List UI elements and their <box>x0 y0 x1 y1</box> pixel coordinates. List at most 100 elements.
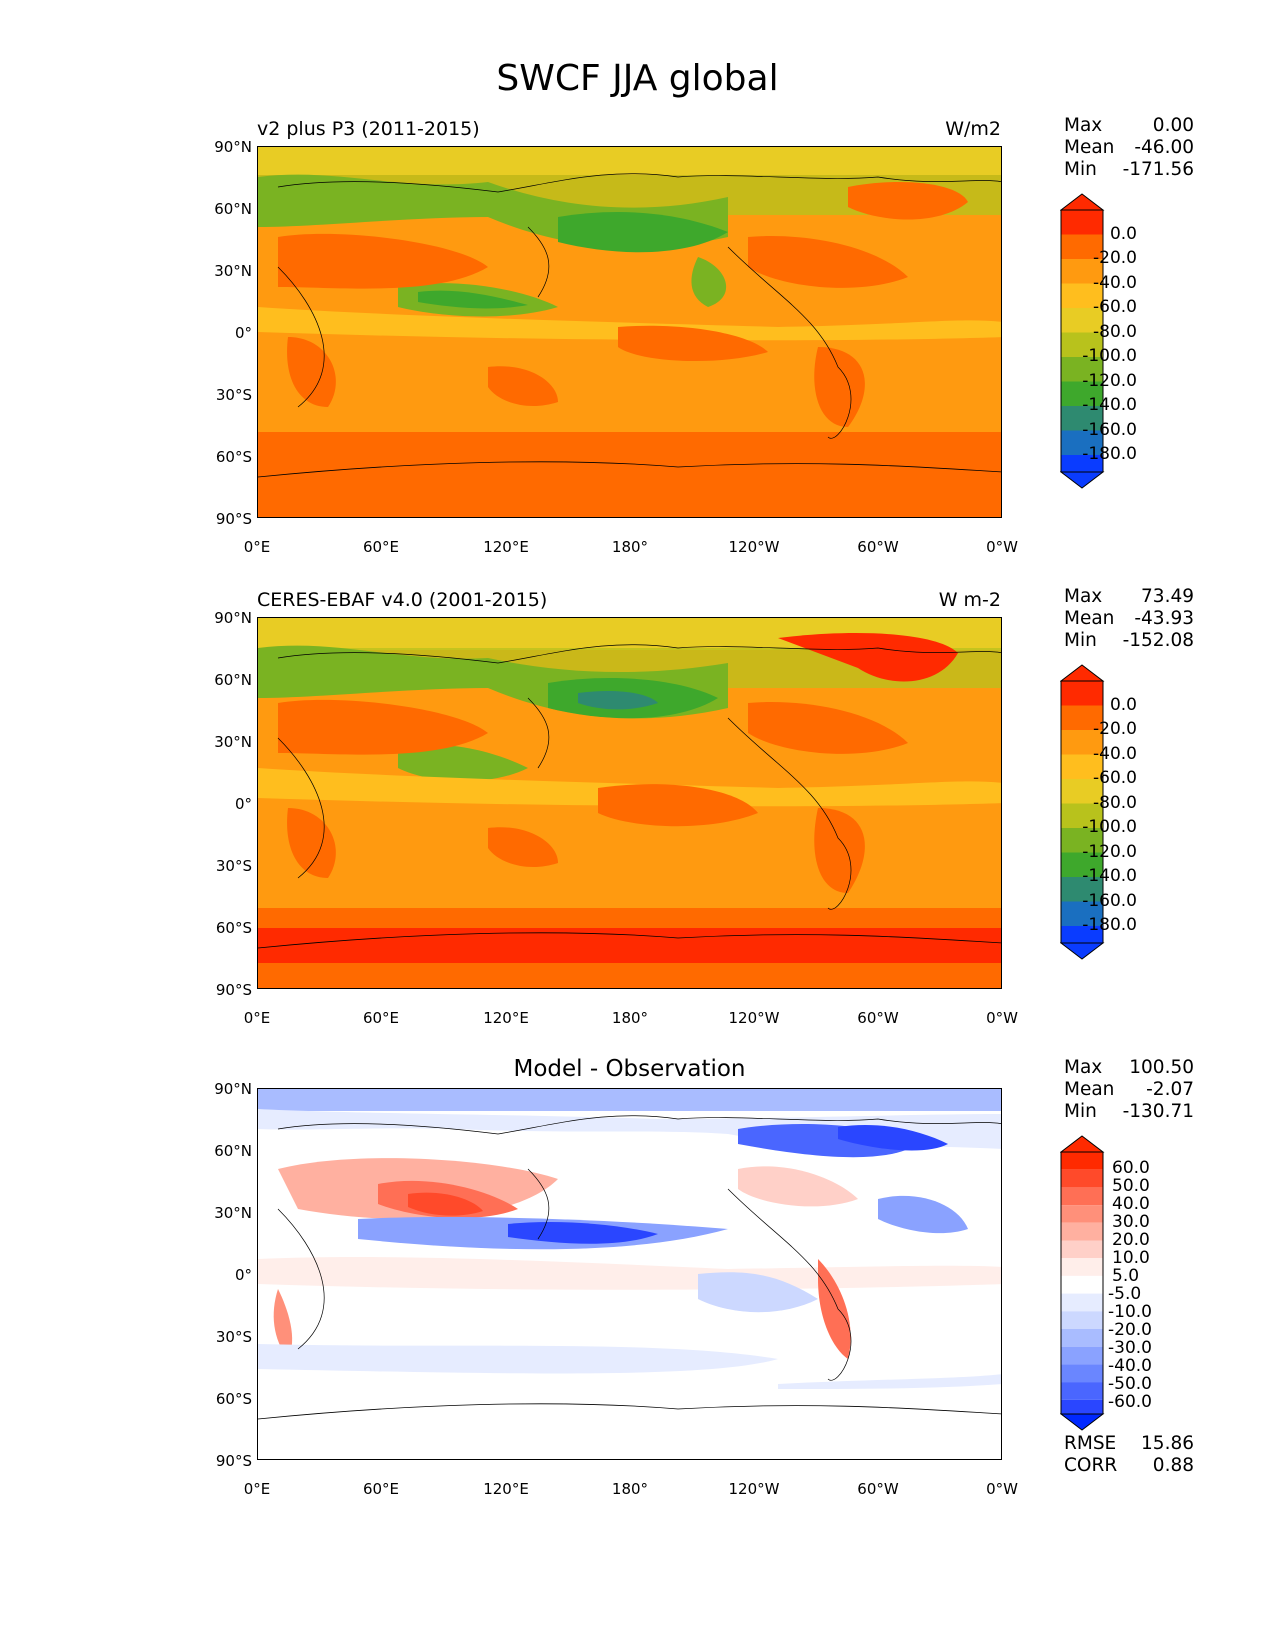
xlabel-180: 180° <box>611 538 649 556</box>
metric-label: RMSE <box>1064 1433 1117 1454</box>
ylabel-90n: 90°N <box>214 1080 252 1098</box>
stat-label: Mean <box>1064 137 1115 158</box>
metric-value: 15.86 <box>1141 1433 1194 1454</box>
ylabel-60n: 60°N <box>214 1142 252 1160</box>
colorbar-label: -100.0 <box>1082 346 1137 366</box>
colorbar-label: -60.0 <box>1093 297 1137 317</box>
stat-label: Mean <box>1064 608 1115 629</box>
stat-value: -130.71 <box>1122 1101 1194 1122</box>
xlabel-120w: 120°W <box>728 538 780 556</box>
colorbar-label: -10.0 <box>1108 1302 1152 1322</box>
colorbar-label: 10.0 <box>1112 1248 1150 1268</box>
stat-label: Min <box>1064 630 1097 651</box>
map-difference <box>257 1088 1002 1460</box>
stat-value: -46.00 <box>1134 137 1194 158</box>
ylabel-60s: 60°S <box>215 919 252 937</box>
colorbar-label: -120.0 <box>1082 842 1137 862</box>
ylabel-30s: 30°S <box>215 857 252 875</box>
xlabel-60e: 60°E <box>362 1480 400 1498</box>
colorbar-label: -30.0 <box>1108 1338 1152 1358</box>
ylabel-0: 0° <box>234 1266 252 1284</box>
stat-value: 0.00 <box>1152 115 1194 136</box>
figure-title: SWCF JJA global <box>496 58 779 99</box>
colorbar-label: 60.0 <box>1112 1158 1150 1178</box>
ylabel-60n: 60°N <box>214 200 252 218</box>
map-observation <box>257 617 1002 989</box>
ylabel-90n: 90°N <box>214 609 252 627</box>
stat-label: Max <box>1064 1057 1103 1078</box>
stat-value: 73.49 <box>1141 586 1194 607</box>
ylabel-30s: 30°S <box>215 1328 252 1346</box>
colorbar-label: -80.0 <box>1093 793 1137 813</box>
xlabel-0w: 0°W <box>986 1009 1018 1027</box>
colorbar-label: -120.0 <box>1082 371 1137 391</box>
stat-value: -2.07 <box>1146 1079 1194 1100</box>
map-model <box>257 146 1002 518</box>
ylabel-90s: 90°S <box>215 981 252 999</box>
xlabel-60e: 60°E <box>362 538 400 556</box>
panel-difference-title: Model - Observation <box>513 1056 746 1082</box>
colorbar-observation <box>1060 664 1105 960</box>
xlabel-60w: 60°W <box>857 538 899 556</box>
colorbar-label: -180.0 <box>1082 444 1137 464</box>
xlabel-0e: 0°E <box>243 538 271 556</box>
panel-difference: Model - Observation 90°N 60°N 3 <box>0 1056 1275 1530</box>
xlabel-180: 180° <box>611 1480 649 1498</box>
ylabel-30n: 30°N <box>214 262 252 280</box>
stat-value: -171.56 <box>1122 159 1194 180</box>
panel-model-title: v2 plus P3 (2011-2015) <box>257 118 480 140</box>
xlabel-60w: 60°W <box>857 1009 899 1027</box>
colorbar-label: -60.0 <box>1108 1392 1152 1412</box>
colorbar-label: -60.0 <box>1093 768 1137 788</box>
colorbar-label: -180.0 <box>1082 915 1137 935</box>
ylabel-90n: 90°N <box>214 138 252 156</box>
xlabel-60w: 60°W <box>857 1480 899 1498</box>
colorbar-label: -140.0 <box>1082 395 1137 415</box>
ylabel-60s: 60°S <box>215 1390 252 1408</box>
xlabel-0w: 0°W <box>986 538 1018 556</box>
colorbar-label: 0.0 <box>1109 695 1137 715</box>
colorbar-label: -50.0 <box>1108 1374 1152 1394</box>
colorbar-label: 20.0 <box>1112 1230 1150 1250</box>
colorbar-label: -5.0 <box>1108 1284 1142 1304</box>
stats-difference: Max 100.50 Mean -2.07 Min -130.71 <box>1064 1057 1194 1123</box>
metric-value: 0.88 <box>1152 1455 1194 1476</box>
xlabel-60e: 60°E <box>362 1009 400 1027</box>
ylabel-30n: 30°N <box>214 1204 252 1222</box>
colorbar-label: 0.0 <box>1109 224 1137 244</box>
colorbar-label: -40.0 <box>1093 273 1137 293</box>
colorbar-label: 40.0 <box>1112 1194 1150 1214</box>
metrics-difference: RMSE 15.86 CORR 0.88 <box>1064 1433 1194 1477</box>
panel-observation-units: W m-2 <box>938 589 1001 611</box>
ylabel-90s: 90°S <box>215 510 252 528</box>
colorbar-label: -20.0 <box>1108 1320 1152 1340</box>
xlabel-120e: 120°E <box>483 1009 529 1027</box>
colorbar-label: -80.0 <box>1093 322 1137 342</box>
xlabel-180: 180° <box>611 1009 649 1027</box>
panel-model: v2 plus P3 (2011-2015) W/m2 90°N 60°N <box>0 115 1275 588</box>
colorbar-label: -20.0 <box>1093 248 1137 268</box>
colorbar-label: -40.0 <box>1093 744 1137 764</box>
stat-label: Mean <box>1064 1079 1115 1100</box>
stat-label: Max <box>1064 586 1103 607</box>
colorbar-label: -100.0 <box>1082 817 1137 837</box>
ylabel-90s: 90°S <box>215 1452 252 1470</box>
colorbar-model <box>1060 193 1105 489</box>
stat-value: -43.93 <box>1134 608 1194 629</box>
ylabel-60s: 60°S <box>215 448 252 466</box>
panel-observation: CERES-EBAF v4.0 (2001-2015) W m-2 90°N <box>0 586 1275 1059</box>
xlabel-120w: 120°W <box>728 1009 780 1027</box>
xlabel-120e: 120°E <box>483 1480 529 1498</box>
panel-observation-title: CERES-EBAF v4.0 (2001-2015) <box>257 589 548 611</box>
ylabel-30n: 30°N <box>214 733 252 751</box>
colorbar-label: -140.0 <box>1082 866 1137 886</box>
ylabel-30s: 30°S <box>215 386 252 404</box>
ylabel-0: 0° <box>234 795 252 813</box>
stat-value: 100.50 <box>1129 1057 1194 1078</box>
stat-label: Min <box>1064 159 1097 180</box>
stat-label: Min <box>1064 1101 1097 1122</box>
stat-value: -152.08 <box>1122 630 1194 651</box>
ylabel-60n: 60°N <box>214 671 252 689</box>
colorbar-label: -160.0 <box>1082 420 1137 440</box>
stats-observation: Max 73.49 Mean -43.93 Min -152.08 <box>1064 586 1194 652</box>
